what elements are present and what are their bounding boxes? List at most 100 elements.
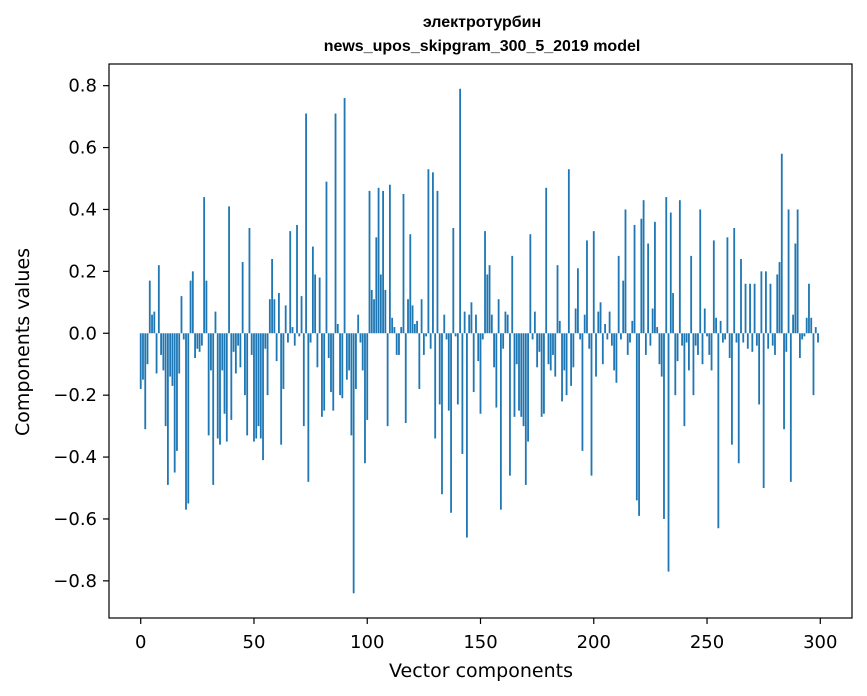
bar: [425, 333, 428, 337]
x-tick-label: 0: [135, 632, 146, 653]
bar: [400, 327, 403, 334]
bar: [470, 302, 473, 334]
bar: [459, 88, 462, 334]
bar: [275, 333, 278, 362]
bar: [789, 333, 792, 482]
bar: [246, 333, 249, 436]
bar: [391, 317, 394, 334]
bar: [191, 271, 194, 334]
x-tick-label: 150: [463, 632, 497, 653]
bar: [755, 333, 758, 346]
bar: [284, 305, 287, 334]
bar: [395, 333, 398, 355]
x-axis-ticks: 0 50 100 150 200 250 300: [135, 618, 837, 653]
bar: [232, 333, 235, 352]
bar: [565, 333, 568, 396]
bar: [567, 169, 570, 334]
bar: [728, 333, 731, 359]
bar: [357, 314, 360, 334]
bar: [590, 333, 593, 476]
bar: [769, 283, 772, 334]
bar: [144, 333, 147, 430]
bar: [615, 333, 618, 383]
bar: [463, 311, 466, 334]
bar: [259, 333, 262, 439]
x-tick-label: 100: [350, 632, 384, 653]
bar: [561, 333, 563, 402]
bar: [173, 333, 176, 473]
bar: [667, 333, 670, 572]
bar: [744, 283, 747, 334]
bar: [187, 333, 190, 504]
bar: [375, 237, 378, 334]
bar: [638, 333, 640, 516]
y-tick-label: −0.6: [53, 509, 97, 530]
bar: [640, 218, 643, 334]
bar: [633, 224, 636, 334]
bar: [196, 333, 199, 349]
bar: [384, 289, 387, 334]
bar: [248, 228, 251, 334]
bar: [155, 333, 158, 374]
chart-title-line1: электротурбин: [423, 14, 541, 31]
bar: [502, 333, 505, 349]
bar: [554, 333, 557, 377]
bar: [327, 333, 330, 359]
bar: [780, 153, 783, 334]
bar: [606, 333, 609, 340]
bar: [194, 333, 196, 359]
bar: [472, 333, 475, 393]
bar: [597, 311, 600, 334]
bar: [726, 237, 729, 334]
bar: [665, 197, 668, 334]
bar: [792, 314, 795, 334]
bar: [484, 231, 486, 334]
bar: [287, 333, 289, 343]
bar: [214, 311, 217, 334]
bar: [674, 333, 677, 396]
bar: [189, 280, 192, 334]
bar: [205, 280, 208, 334]
bar: [436, 190, 439, 334]
bar: [323, 333, 326, 411]
bar: [765, 271, 767, 334]
bar: [386, 333, 389, 427]
bar: [545, 187, 548, 334]
bar: [717, 333, 720, 529]
bar: [438, 333, 441, 405]
bar: [300, 296, 303, 334]
bar: [509, 333, 511, 476]
bar: [404, 333, 407, 424]
bar: [373, 299, 375, 334]
chart-title-line2: news_upos_skipgram_300_5_2019 model: [324, 38, 641, 55]
bar: [540, 333, 543, 417]
bar: [649, 333, 652, 346]
bar: [583, 314, 586, 334]
bar: [309, 333, 312, 343]
bar: [157, 265, 160, 334]
bar: [330, 333, 332, 393]
bar: [407, 299, 409, 334]
bar: [610, 333, 613, 346]
bar: [336, 323, 339, 334]
bar: [151, 314, 153, 334]
plot-frame: [108, 63, 853, 619]
bar: [624, 209, 627, 334]
bar: [466, 333, 468, 538]
bar: [307, 333, 310, 482]
bar: [805, 317, 808, 334]
bar: [762, 333, 765, 489]
bar: [697, 333, 699, 355]
bar: [703, 308, 706, 334]
bar: [413, 323, 416, 334]
bar: [699, 209, 702, 334]
bar: [289, 231, 292, 334]
bar: [604, 323, 606, 334]
bar: [746, 333, 749, 349]
bar: [654, 221, 656, 334]
bar: [574, 308, 577, 334]
bar: [529, 234, 532, 334]
bar: [724, 333, 727, 340]
bar: [629, 333, 631, 343]
